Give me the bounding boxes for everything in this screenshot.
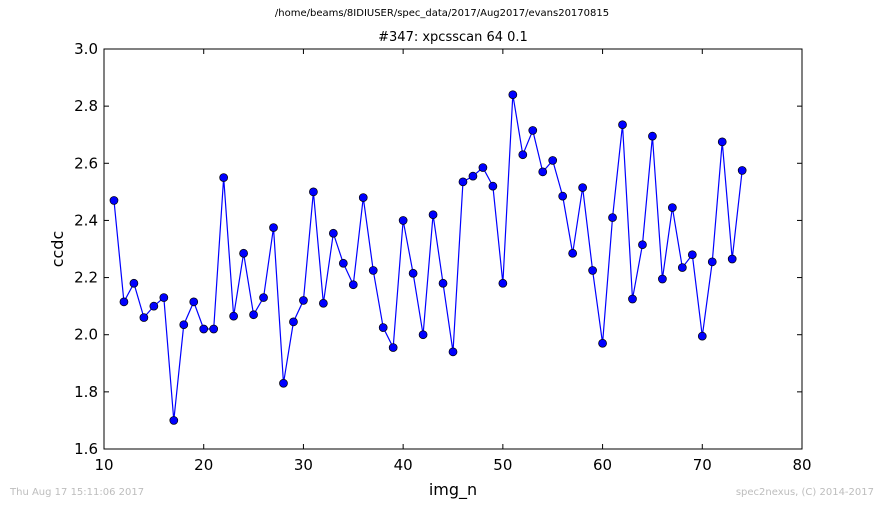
data-point <box>378 323 388 332</box>
data-point <box>468 171 478 181</box>
data-point <box>189 297 199 307</box>
data-point <box>388 343 398 352</box>
data-point <box>687 250 697 260</box>
data-point <box>418 330 428 340</box>
y-tick-label: 3.0 <box>74 40 98 58</box>
x-tick-label: 10 <box>94 456 113 474</box>
data-point <box>727 254 737 264</box>
data-point <box>628 294 637 304</box>
data-point <box>229 311 238 321</box>
y-tick-label: 2.4 <box>74 211 98 229</box>
data-point <box>219 173 229 182</box>
y-axis-label: ccdc <box>48 231 67 268</box>
data-point <box>319 298 328 308</box>
footer-credit: spec2nexus, (C) 2014-2017 <box>735 487 874 498</box>
data-points <box>109 90 747 425</box>
data-point <box>548 156 558 165</box>
data-point <box>109 196 119 205</box>
data-point <box>498 278 508 288</box>
data-point <box>169 416 179 425</box>
data-point <box>528 126 538 135</box>
data-point <box>368 266 378 275</box>
data-point <box>239 248 248 258</box>
data-point <box>299 296 308 305</box>
data-point <box>428 210 438 220</box>
data-point <box>279 378 288 388</box>
data-point <box>348 280 358 290</box>
data-point <box>408 268 418 278</box>
y-tick-label: 1.8 <box>74 383 98 401</box>
data-point <box>159 293 169 302</box>
data-point <box>558 191 568 201</box>
x-tick-label: 20 <box>194 456 213 474</box>
axis-ticks: 10 20 30 40 50 60 70 80 1.6 1.8 2.0 2.2 2.4 2.6 2.8 3.0 <box>74 40 811 474</box>
data-point <box>638 240 647 250</box>
data-point <box>129 278 139 288</box>
x-tick-label: 80 <box>792 456 811 474</box>
data-point <box>398 216 408 225</box>
x-axis-label: img_n <box>429 480 477 500</box>
data-point <box>139 313 149 322</box>
y-tick-label: 2.8 <box>74 97 98 115</box>
y-tick-label: 2.0 <box>74 326 98 344</box>
data-point <box>668 203 677 212</box>
data-point <box>598 338 607 348</box>
x-tick-label: 30 <box>294 456 313 474</box>
data-point <box>259 293 268 302</box>
data-point <box>697 331 707 341</box>
data-point <box>119 297 129 307</box>
data-point <box>538 167 548 177</box>
data-point <box>648 131 657 141</box>
data-point <box>478 163 488 172</box>
data-point <box>568 248 578 258</box>
data-point <box>677 263 687 272</box>
x-tick-label: 70 <box>693 456 712 474</box>
data-point <box>518 150 528 160</box>
data-point <box>717 137 727 147</box>
data-point <box>179 320 189 330</box>
y-tick-label: 2.6 <box>74 154 98 172</box>
data-point <box>448 347 458 357</box>
axes-frame <box>103 48 803 450</box>
data-point <box>149 301 159 311</box>
x-tick-label: 50 <box>493 456 512 474</box>
series-line <box>113 94 743 421</box>
data-point <box>289 317 298 327</box>
data-point <box>658 274 667 284</box>
series-line-group <box>113 94 743 421</box>
data-point <box>199 324 209 334</box>
x-tick-label: 60 <box>593 456 612 474</box>
data-point <box>508 90 518 100</box>
y-tick-label: 1.6 <box>74 440 98 458</box>
data-point <box>608 213 617 222</box>
data-point <box>458 177 468 187</box>
data-point <box>737 166 747 175</box>
data-point <box>328 228 338 238</box>
data-point <box>269 223 278 232</box>
data-point <box>588 266 597 275</box>
figure-suptitle: /home/beams/8IDIUSER/spec_data/2017/Aug2… <box>274 8 610 19</box>
data-point <box>309 187 318 197</box>
plot-title: #347: xpcsscan 64 0.1 <box>378 30 528 45</box>
data-point <box>578 183 587 192</box>
data-point <box>707 257 717 267</box>
data-point <box>338 258 348 268</box>
data-point <box>488 181 498 191</box>
x-tick-label: 40 <box>394 456 413 474</box>
data-point <box>249 310 258 320</box>
data-point <box>209 324 219 334</box>
data-point <box>358 193 368 202</box>
footer-timestamp: Thu Aug 17 15:11:06 2017 <box>10 487 145 498</box>
data-point <box>618 120 627 130</box>
data-point <box>438 278 448 288</box>
y-tick-label: 2.2 <box>74 269 98 287</box>
